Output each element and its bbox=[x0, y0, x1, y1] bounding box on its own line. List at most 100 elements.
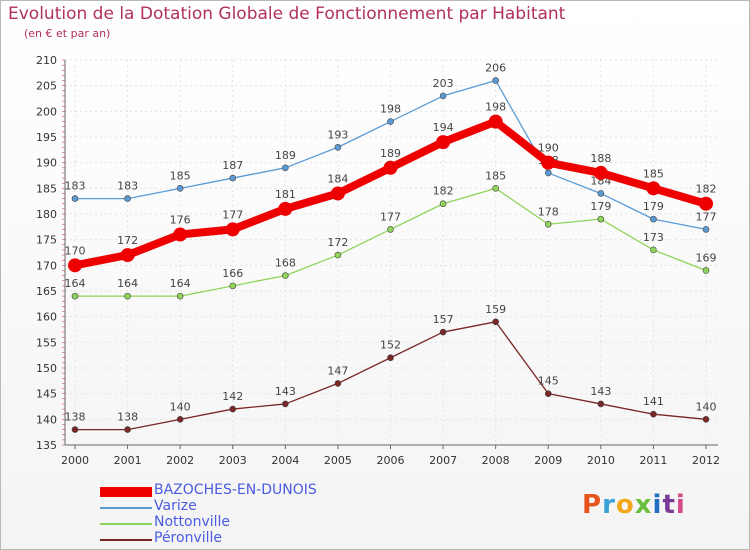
data-point bbox=[597, 190, 605, 197]
x-tick-label: 2004 bbox=[271, 454, 299, 467]
y-tick-label: 150 bbox=[36, 362, 57, 375]
data-point bbox=[492, 185, 499, 192]
data-label: 193 bbox=[327, 128, 348, 141]
data-label: 183 bbox=[117, 180, 138, 193]
legend-label-nottonville: Nottonville bbox=[154, 514, 231, 530]
x-tick-label: 2009 bbox=[534, 454, 562, 467]
data-label: 189 bbox=[380, 147, 401, 160]
data-label: 203 bbox=[433, 77, 454, 90]
data-point bbox=[176, 292, 184, 300]
data-label: 185 bbox=[170, 169, 191, 182]
data-label: 142 bbox=[222, 390, 243, 403]
data-point bbox=[702, 267, 710, 274]
legend-swatch-nottonville bbox=[100, 523, 152, 525]
data-point bbox=[541, 155, 556, 170]
data-point bbox=[436, 135, 451, 150]
data-point bbox=[597, 215, 605, 223]
y-tick-label: 145 bbox=[36, 388, 57, 401]
data-label: 168 bbox=[275, 257, 296, 270]
y-tick-label: 195 bbox=[36, 131, 57, 144]
data-label: 184 bbox=[327, 172, 348, 185]
data-point bbox=[699, 196, 713, 211]
data-label: 198 bbox=[380, 103, 401, 116]
data-point bbox=[650, 410, 657, 418]
data-label: 141 bbox=[643, 395, 664, 408]
data-label: 147 bbox=[327, 364, 348, 377]
x-tick-label: 2007 bbox=[429, 454, 457, 467]
logo-letter: i bbox=[675, 490, 686, 520]
data-label: 152 bbox=[380, 339, 401, 352]
data-point bbox=[124, 195, 131, 202]
data-label: 198 bbox=[485, 101, 506, 114]
data-label: 177 bbox=[696, 210, 717, 223]
data-label: 157 bbox=[433, 313, 454, 326]
x-tick-label: 2000 bbox=[61, 454, 89, 467]
data-label: 138 bbox=[65, 411, 86, 424]
y-tick-label: 170 bbox=[36, 259, 57, 272]
logo-letter: r bbox=[602, 490, 616, 520]
logo-letter: i bbox=[652, 490, 663, 520]
data-label: 187 bbox=[222, 159, 243, 172]
x-tick-label: 2011 bbox=[639, 454, 667, 467]
data-point bbox=[282, 272, 289, 279]
data-point bbox=[544, 220, 552, 228]
data-label: 190 bbox=[538, 142, 559, 155]
data-label: 159 bbox=[485, 303, 506, 316]
data-label: 169 bbox=[696, 251, 717, 264]
data-point bbox=[176, 416, 184, 423]
data-label: 164 bbox=[170, 277, 191, 290]
data-point bbox=[330, 186, 345, 201]
legend-label-varize: Varize bbox=[154, 498, 197, 514]
data-point bbox=[229, 282, 237, 290]
data-point bbox=[646, 181, 661, 196]
data-point bbox=[282, 164, 289, 172]
data-point bbox=[68, 258, 82, 273]
data-point bbox=[383, 160, 398, 175]
x-tick-label: 2008 bbox=[482, 454, 510, 467]
data-point bbox=[593, 165, 608, 180]
data-label: 181 bbox=[275, 188, 296, 201]
logo-letter: t bbox=[662, 490, 676, 520]
y-tick-label: 135 bbox=[36, 439, 57, 452]
data-point bbox=[544, 169, 552, 177]
y-tick-label: 205 bbox=[36, 80, 57, 93]
data-label: 166 bbox=[222, 267, 243, 280]
chart-title: Evolution de la Dotation Globale de Fonc… bbox=[8, 4, 566, 24]
data-label: 143 bbox=[275, 385, 296, 398]
legend-label-bazoches: BAZOCHES-EN-DUNOIS bbox=[154, 482, 317, 498]
data-label: 179 bbox=[590, 200, 611, 213]
data-label: 143 bbox=[590, 385, 611, 398]
y-tick-label: 175 bbox=[36, 234, 57, 247]
y-tick-label: 140 bbox=[36, 413, 57, 426]
data-label: 140 bbox=[696, 400, 717, 413]
data-point bbox=[334, 380, 342, 387]
data-label: 189 bbox=[275, 149, 296, 162]
data-label: 206 bbox=[485, 62, 506, 75]
data-point bbox=[387, 226, 394, 233]
data-label: 170 bbox=[65, 244, 86, 257]
data-label: 172 bbox=[327, 236, 348, 249]
data-label: 176 bbox=[170, 214, 191, 227]
data-point bbox=[597, 400, 605, 408]
data-label: 178 bbox=[538, 205, 559, 218]
data-point bbox=[71, 426, 79, 433]
data-label: 177 bbox=[222, 208, 243, 221]
data-point bbox=[387, 354, 394, 362]
data-point bbox=[650, 215, 657, 223]
data-label: 172 bbox=[117, 234, 138, 247]
data-label: 194 bbox=[433, 121, 454, 134]
x-tick-label: 2002 bbox=[166, 454, 194, 467]
y-tick-label: 210 bbox=[36, 54, 57, 67]
data-point bbox=[176, 185, 184, 192]
data-point bbox=[278, 201, 293, 216]
data-label: 183 bbox=[65, 180, 86, 193]
legend-swatch-varize bbox=[100, 507, 152, 509]
x-tick-label: 2001 bbox=[114, 454, 142, 467]
logo-letter: P bbox=[582, 490, 603, 520]
y-tick-label: 180 bbox=[36, 208, 57, 221]
y-tick-label: 190 bbox=[36, 157, 57, 170]
data-label: 173 bbox=[643, 231, 664, 244]
data-point bbox=[702, 226, 710, 233]
